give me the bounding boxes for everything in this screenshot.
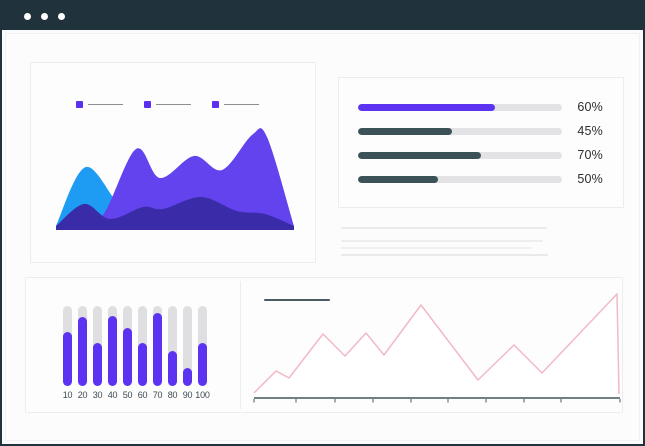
progress-fill — [358, 103, 495, 111]
bar-track — [198, 306, 207, 386]
bar-fill — [63, 332, 72, 386]
progress-row: 60% — [358, 95, 603, 119]
bar-axis-label: 60 — [137, 390, 148, 400]
bar-column: 90 — [180, 306, 195, 400]
progress-value-label: 70% — [577, 148, 603, 162]
bar-fill — [168, 351, 177, 386]
legend — [31, 101, 259, 108]
bar-column: 60 — [135, 306, 150, 400]
progress-fill — [358, 175, 438, 183]
bottom-charts-card: 10 20 30 40 50 60 70 80 90 100 — [25, 277, 623, 413]
bar-axis-label: 10 — [62, 390, 73, 400]
bar-track — [138, 306, 147, 386]
progress-fill — [358, 151, 481, 159]
progress-track — [358, 151, 563, 159]
bar-track — [153, 306, 162, 386]
bar-fill — [78, 317, 87, 386]
window-dot-1[interactable] — [24, 12, 31, 20]
window-dot-3[interactable] — [58, 12, 65, 20]
bar-track — [108, 306, 117, 386]
progress-card: 60% 45% 70% 50% — [338, 77, 624, 208]
bar-axis-label: 50 — [122, 390, 133, 400]
placeholder-line — [341, 254, 548, 256]
bar-fill — [183, 368, 192, 386]
bar-column: 100 — [195, 306, 210, 400]
legend-item — [144, 101, 191, 108]
bar-axis-label: 40 — [107, 390, 118, 400]
placeholder-line — [341, 247, 531, 249]
area-series-3-indigo — [56, 196, 294, 230]
bar-fill — [153, 313, 162, 386]
legend-item — [76, 101, 123, 108]
bar-axis-label: 90 — [182, 390, 193, 400]
bar-column: 40 — [105, 306, 120, 400]
bar-column: 80 — [165, 306, 180, 400]
line-chart-title-dash — [264, 299, 330, 301]
progress-row: 70% — [358, 143, 603, 167]
bar-track — [63, 306, 72, 386]
bar-column: 70 — [150, 306, 165, 400]
bar-track — [168, 306, 177, 386]
bar-axis-label: 30 — [92, 390, 103, 400]
progress-row: 45% — [358, 119, 603, 143]
progress-value-label: 60% — [577, 100, 603, 114]
area-chart-card — [30, 62, 316, 263]
progress-fill — [358, 127, 452, 135]
dashboard-content: 60% 45% 70% 50% 10 20 30 40 50 60 70 80 90 100 — [2, 30, 643, 444]
line-chart — [253, 293, 621, 403]
bar-axis-label: 70 — [152, 390, 163, 400]
placeholder-line — [341, 227, 547, 229]
line-area-fill — [254, 294, 619, 397]
section-divider — [240, 281, 241, 409]
bar-track — [183, 306, 192, 386]
bar-fill — [198, 343, 207, 386]
line-series — [253, 293, 620, 395]
legend-label-line — [88, 104, 123, 105]
window-dot-2[interactable] — [41, 12, 48, 20]
legend-swatch-icon — [76, 101, 83, 108]
area-series-2-purple — [56, 128, 294, 230]
bar-axis-label: 80 — [167, 390, 178, 400]
bar-track — [93, 306, 102, 386]
bar-fill — [108, 316, 117, 386]
browser-topbar — [2, 2, 643, 30]
progress-track — [358, 103, 563, 111]
vertical-bar-chart: 10 20 30 40 50 60 70 80 90 100 — [60, 306, 210, 400]
bar-column: 50 — [120, 306, 135, 400]
bar-axis-label: 20 — [77, 390, 88, 400]
bar-fill — [123, 328, 132, 386]
legend-swatch-icon — [212, 101, 219, 108]
progress-value-label: 50% — [577, 172, 603, 186]
bar-track — [78, 306, 87, 386]
placeholder-line — [341, 240, 543, 242]
progress-value-label: 45% — [577, 124, 603, 138]
legend-label-line — [156, 104, 191, 105]
progress-track — [358, 175, 563, 183]
legend-swatch-icon — [144, 101, 151, 108]
legend-label-line — [224, 104, 259, 105]
bar-column: 20 — [75, 306, 90, 400]
progress-track — [358, 127, 563, 135]
bar-fill — [93, 343, 102, 386]
stacked-area-chart — [56, 128, 294, 230]
progress-row: 50% — [358, 167, 603, 191]
bar-fill — [138, 343, 147, 386]
bar-track — [123, 306, 132, 386]
legend-item — [212, 101, 259, 108]
placeholder-text-block — [341, 227, 551, 256]
bar-column: 30 — [90, 306, 105, 400]
bar-column: 10 — [60, 306, 75, 400]
bar-axis-label: 100 — [195, 390, 210, 400]
